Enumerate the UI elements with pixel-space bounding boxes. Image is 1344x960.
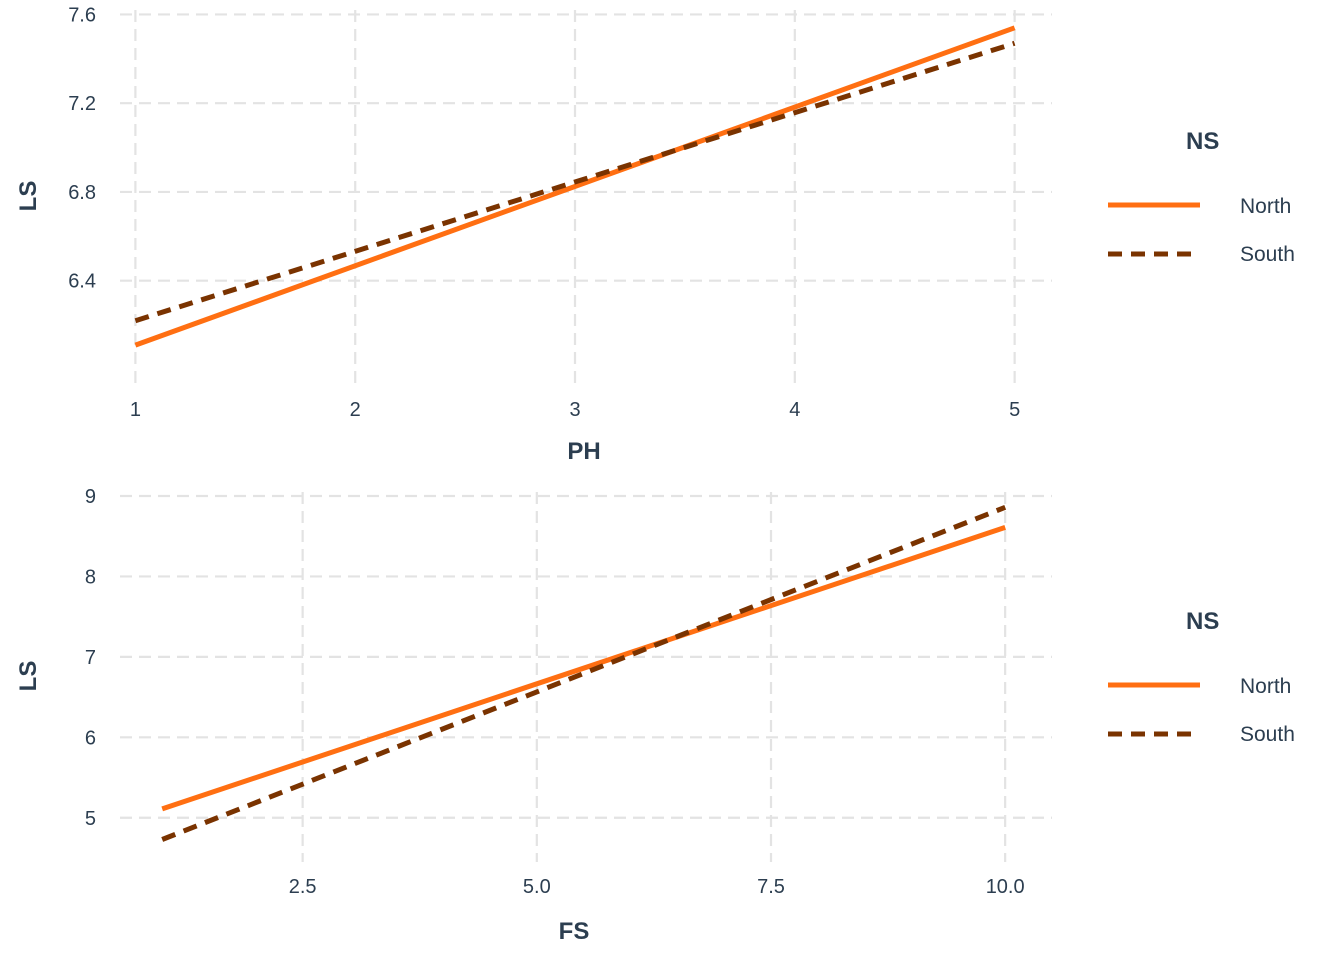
y-tick-labels: 6.4 6.8 7.2 7.6	[68, 4, 96, 292]
y-tick-label: 6.8	[68, 182, 96, 204]
x-tick-label: 1	[130, 399, 141, 421]
x-axis-title: PH	[567, 438, 600, 465]
y-tick-label: 8	[85, 566, 96, 588]
legend: NS North South	[1108, 128, 1295, 266]
y-tick-labels: 5 6 7 8 9	[85, 486, 96, 830]
y-axis-title: LS	[15, 661, 42, 692]
legend-title: NS	[1186, 608, 1219, 635]
y-tick-label: 7.2	[68, 93, 96, 115]
x-tick-label: 3	[569, 399, 580, 421]
y-tick-label: 6	[85, 727, 96, 749]
grid-lines	[120, 10, 1052, 385]
x-tick-label: 4	[789, 399, 800, 421]
series-line-north	[161, 525, 1006, 812]
legend-label-north: North	[1240, 195, 1291, 218]
series-line-south	[134, 40, 1016, 324]
legend-title: NS	[1186, 128, 1219, 155]
y-tick-label: 9	[85, 486, 96, 508]
grid-lines	[120, 492, 1052, 862]
x-tick-labels: 1 2 3 4 5	[130, 399, 1020, 421]
legend-label-south: South	[1240, 243, 1295, 266]
y-tick-label: 6.4	[68, 271, 96, 293]
x-tick-label: 2.5	[289, 876, 317, 898]
y-axis-title: LS	[15, 181, 42, 212]
legend-label-north: North	[1240, 675, 1291, 698]
series-lines	[134, 25, 1016, 348]
x-tick-labels: 2.5 5.0 7.5 10.0	[289, 876, 1025, 898]
x-tick-label: 5	[1009, 399, 1020, 421]
x-tick-label: 2	[350, 399, 361, 421]
x-tick-label: 7.5	[757, 876, 785, 898]
y-tick-label: 7.6	[68, 4, 96, 26]
x-tick-label: 10.0	[986, 876, 1025, 898]
x-tick-label: 5.0	[523, 876, 551, 898]
chart-panel-ph: 6.4 6.8 7.2 7.6 1 2 3 4 5 PH LS NS North South	[15, 4, 1295, 465]
y-tick-label: 7	[85, 647, 96, 669]
series-line-south	[161, 504, 1007, 842]
y-tick-label: 5	[85, 808, 96, 830]
x-axis-title: FS	[559, 918, 590, 945]
legend: NS North South	[1108, 608, 1295, 746]
series-lines	[161, 504, 1007, 842]
legend-label-south: South	[1240, 723, 1295, 746]
series-line-north	[134, 25, 1016, 348]
chart-panel-fs: 5 6 7 8 9 2.5 5.0 7.5 10.0 FS LS NS North South	[15, 486, 1295, 945]
